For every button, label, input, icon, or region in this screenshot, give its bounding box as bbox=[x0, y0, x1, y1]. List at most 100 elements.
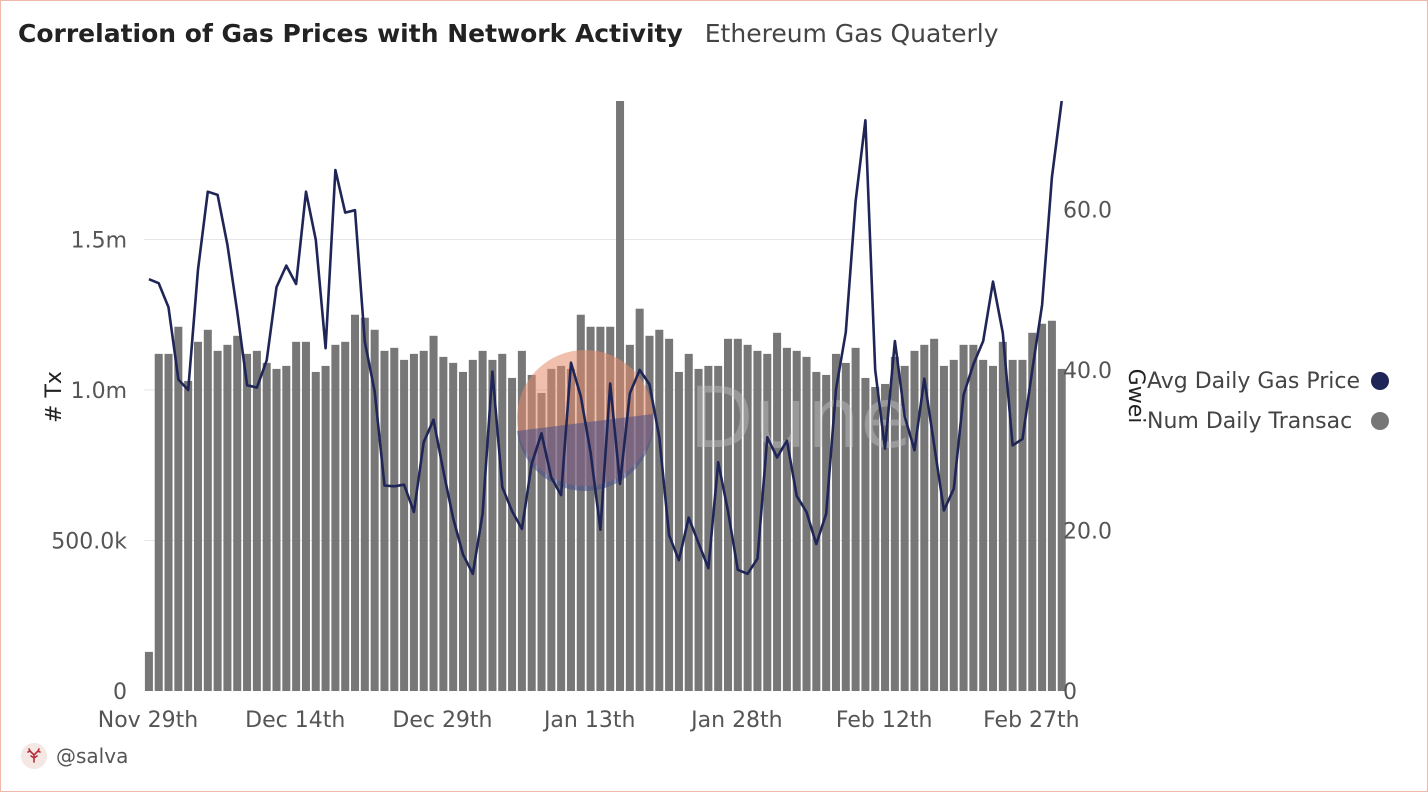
transaction-bar bbox=[537, 392, 546, 691]
transaction-bar bbox=[488, 359, 497, 691]
transaction-bar bbox=[243, 353, 252, 691]
transaction-bar bbox=[753, 350, 762, 691]
legend-label: Num Daily Transac bbox=[1147, 408, 1353, 434]
transaction-bar bbox=[763, 353, 772, 691]
transaction-bar bbox=[939, 365, 948, 691]
y-right-tick-label: 0 bbox=[1063, 680, 1077, 705]
transaction-bar bbox=[1028, 332, 1037, 691]
x-tick-label: Dec 14th bbox=[245, 708, 345, 733]
transaction-bar bbox=[851, 347, 860, 691]
chart-footer: @salva bbox=[21, 743, 128, 769]
x-tick-label: Feb 12th bbox=[836, 708, 933, 733]
transaction-bar bbox=[547, 368, 556, 691]
gas-price-line bbox=[148, 100, 1063, 576]
transaction-bar bbox=[154, 353, 163, 691]
transaction-bar bbox=[449, 362, 458, 691]
transaction-bar bbox=[429, 335, 438, 691]
transaction-bar bbox=[606, 326, 615, 691]
transaction-bar bbox=[596, 326, 605, 691]
legend-dot-icon bbox=[1371, 372, 1389, 390]
transaction-bar bbox=[714, 365, 723, 691]
transaction-bar bbox=[468, 359, 477, 691]
transaction-bar bbox=[1038, 323, 1047, 691]
transaction-bar bbox=[704, 365, 713, 691]
transaction-bar bbox=[351, 314, 360, 691]
transaction-bar bbox=[871, 386, 880, 691]
transaction-bar bbox=[1018, 359, 1027, 691]
transaction-bar bbox=[409, 353, 418, 691]
transaction-bar bbox=[694, 368, 703, 691]
transaction-bar bbox=[282, 365, 291, 691]
transaction-bar bbox=[292, 341, 301, 691]
x-tick-label: Feb 27th bbox=[983, 708, 1080, 733]
y-right-tick-label: 60.0 bbox=[1063, 198, 1112, 223]
transaction-bar bbox=[782, 347, 791, 691]
transaction-bar bbox=[566, 368, 575, 691]
transaction-bar bbox=[252, 350, 261, 691]
transaction-bar bbox=[812, 371, 821, 691]
transaction-bar bbox=[733, 338, 742, 691]
transaction-bar bbox=[930, 338, 939, 691]
transaction-bar bbox=[370, 329, 379, 691]
y-left-tick-label: 1.0m bbox=[71, 379, 127, 404]
transaction-bar bbox=[360, 317, 369, 691]
transaction-bar bbox=[321, 365, 330, 691]
transaction-bar bbox=[1008, 359, 1017, 691]
transaction-bar bbox=[910, 350, 919, 691]
transaction-bar bbox=[498, 353, 507, 691]
x-tick-label: Jan 13th bbox=[542, 708, 635, 733]
transaction-bar bbox=[841, 362, 850, 691]
transaction-bar bbox=[920, 344, 929, 691]
author-handle[interactable]: @salva bbox=[56, 744, 129, 768]
chart-header: Correlation of Gas Prices with Network A… bbox=[18, 19, 999, 48]
transaction-bar bbox=[979, 359, 988, 691]
chart-legend: Avg Daily Gas Price Num Daily Transac bbox=[1147, 361, 1389, 441]
transaction-bar bbox=[419, 350, 428, 691]
y-right-axis-title: Gwei bbox=[1123, 369, 1148, 424]
transaction-bar bbox=[674, 371, 683, 691]
y-left-axis-title: # Tx bbox=[42, 371, 67, 423]
transaction-bar bbox=[959, 344, 968, 691]
transaction-bar bbox=[213, 350, 222, 691]
transaction-bar bbox=[223, 344, 232, 691]
x-tick-label: Dec 29th bbox=[392, 708, 492, 733]
y-left-tick-label: 1.5m bbox=[71, 228, 127, 253]
y-left-tick-label: 0 bbox=[113, 680, 127, 705]
transaction-bar bbox=[380, 350, 389, 691]
x-tick-label: Nov 29th bbox=[98, 708, 199, 733]
transaction-bar bbox=[576, 314, 585, 691]
transaction-bar bbox=[193, 341, 202, 691]
user-avatar-icon[interactable] bbox=[21, 743, 47, 769]
transaction-bar bbox=[508, 377, 517, 691]
transaction-bar bbox=[822, 374, 831, 691]
transaction-bar bbox=[1047, 320, 1056, 691]
transaction-bar bbox=[831, 353, 840, 691]
transaction-bar bbox=[400, 359, 409, 691]
transaction-bar bbox=[586, 326, 595, 691]
transaction-bar bbox=[341, 341, 350, 691]
y-left-tick-label: 500.0k bbox=[51, 529, 127, 554]
transaction-bar bbox=[881, 383, 890, 691]
transaction-bar bbox=[1057, 368, 1066, 691]
transaction-bar bbox=[331, 344, 340, 691]
transaction-bar bbox=[144, 651, 153, 691]
transaction-bar bbox=[635, 308, 644, 691]
transaction-bar bbox=[527, 374, 536, 691]
chart-title: Correlation of Gas Prices with Network A… bbox=[18, 19, 683, 48]
transaction-bar bbox=[861, 377, 870, 691]
transaction-bar bbox=[625, 344, 634, 691]
transaction-bar bbox=[184, 380, 193, 691]
transaction-bar bbox=[802, 356, 811, 691]
transaction-bar bbox=[174, 326, 183, 691]
transaction-bar bbox=[439, 356, 448, 691]
legend-label: Avg Daily Gas Price bbox=[1147, 368, 1361, 394]
transaction-bar bbox=[989, 365, 998, 691]
legend-item-transactions[interactable]: Num Daily Transac bbox=[1147, 401, 1389, 441]
x-tick-label: Jan 28th bbox=[689, 708, 782, 733]
transaction-bar bbox=[311, 371, 320, 691]
transaction-bar bbox=[665, 338, 674, 691]
legend-item-gas-price[interactable]: Avg Daily Gas Price bbox=[1147, 361, 1389, 401]
transaction-bar bbox=[890, 356, 899, 691]
dune-watermark-text: Dune bbox=[689, 369, 912, 467]
